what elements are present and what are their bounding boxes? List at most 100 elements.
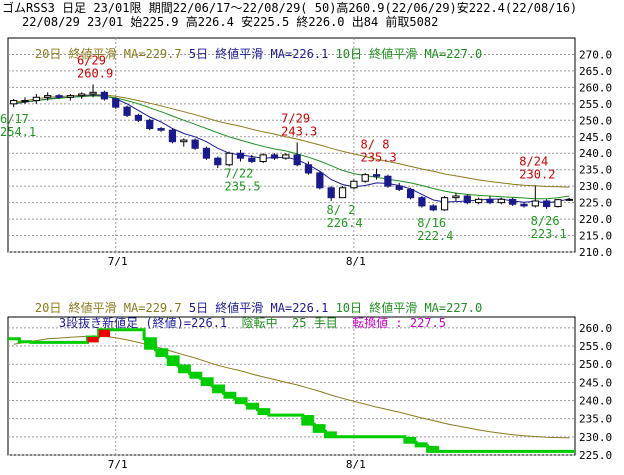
x-tick-label: 7/1: [108, 458, 128, 471]
annotation-high-value: 243.3: [281, 124, 317, 138]
y-tick-label: 210.0: [579, 246, 612, 259]
y-tick-label: 250.0: [579, 114, 612, 127]
annotation-low-date: 6/17: [0, 112, 29, 126]
candle-body: [463, 195, 471, 204]
candle-body: [123, 106, 131, 116]
candle-body: [89, 91, 97, 95]
kagi-brick: [223, 393, 235, 399]
y-tick-label: 265.0: [579, 65, 612, 78]
candle-body: [395, 185, 403, 190]
kagi-brick: [166, 356, 179, 367]
kagi-brick: [87, 336, 99, 343]
y-tick-label: 235.0: [579, 164, 612, 177]
candle-body: [78, 93, 86, 97]
bottom-legend-1: 20日 終値平滑 MA=229.7 5日 終値平滑 MA=226.1 10日 終…: [6, 289, 482, 328]
candle-body: [554, 199, 562, 208]
candle-body: [180, 139, 188, 143]
legend-ma20: 20日 終値平滑 MA=229.7: [34, 47, 182, 61]
kagi-brick: [155, 349, 167, 357]
candle-body: [236, 152, 245, 159]
candle-body: [214, 157, 222, 166]
legend-ma10: 10日 終値平滑 MA=227.0: [335, 47, 483, 61]
candle-body: [168, 129, 177, 143]
candle-body: [531, 200, 539, 207]
kagi-brick: [178, 366, 190, 374]
annotation-low-date: 8/26: [531, 214, 560, 228]
candle-body: [440, 197, 449, 211]
candle-body: [270, 154, 279, 159]
y-tick-label: 225.0: [579, 449, 612, 462]
kagi-chart: 225.0 230.0 235.0 240.0 245.0 250.0 255.0 260.0…: [7, 316, 612, 471]
candle-body: [565, 198, 573, 201]
x-tick-label: 8/1: [346, 458, 366, 471]
candlestick-chart: 210.0 215.0 220.0 225.0 230.0 235.0 240.0 245.0…: [0, 37, 612, 268]
candle-body: [66, 95, 74, 98]
bottom-legend-2: 3段抜き新値足 (終値)=226.1 陰転中 25 手目 転換値 : 227.5: [30, 304, 446, 343]
annotation-low-value: 223.1: [531, 227, 567, 241]
kagi-label: 3段抜き新値足 (終値)=226.1: [58, 316, 228, 330]
candle-body: [293, 154, 301, 166]
annotation-high-date: 6/29: [77, 53, 106, 67]
candle-body: [372, 174, 381, 177]
legend-ma10: 10日 終値平滑 MA=227.0: [335, 301, 483, 315]
candle-body: [225, 152, 233, 166]
candle-body: [112, 98, 120, 108]
y-tick-label: 230.0: [579, 431, 612, 444]
legend-ma20: 20日 終値平滑 MA=229.7: [34, 301, 182, 315]
annotation-low-date: 7/22: [224, 166, 253, 180]
kagi-brick: [427, 445, 439, 452]
candle-body: [157, 128, 165, 131]
candle-body: [384, 175, 392, 187]
candle-body: [44, 95, 52, 98]
candle-body: [100, 91, 109, 100]
candle-body: [10, 100, 18, 105]
annotation-low-value: 222.4: [417, 229, 453, 243]
kagi-brick: [98, 329, 111, 337]
y-tick-label: 235.0: [579, 413, 612, 426]
header-ohlc-line: 22/08/29 23/01 始225.9 高226.4 安225.5 終226…: [22, 15, 439, 29]
candle-body: [429, 205, 437, 211]
candle-body: [486, 198, 494, 204]
top-legend: 20日 終値平滑 MA=229.7 5日 終値平滑 MA=226.1 10日 終…: [6, 35, 482, 74]
candle-body: [32, 96, 40, 102]
annotation-high-date: 8/24: [519, 154, 548, 168]
annotation-low-value: 226.4: [327, 216, 363, 230]
kagi-brick: [314, 424, 326, 432]
candle-body: [350, 180, 358, 189]
kagi-brick: [189, 373, 201, 379]
kagi-status: 陰転中 25 手目: [241, 316, 338, 330]
ma-line: [13, 94, 570, 188]
candle-body: [361, 174, 369, 182]
candle-body: [259, 154, 267, 162]
candle-body: [202, 147, 211, 159]
y-tick-label: 260.0: [579, 322, 612, 335]
y-tick-label: 245.0: [579, 131, 612, 144]
legend-ma5: 5日 終値平滑 MA=226.1: [188, 301, 329, 315]
annotation-high-date: 8/ 8: [361, 138, 390, 152]
candle-body: [406, 188, 415, 199]
candle-body: [21, 100, 29, 103]
kagi-brick: [325, 431, 337, 437]
candle-body: [282, 154, 290, 159]
y-tick-label: 255.0: [579, 98, 612, 111]
kagi-brick: [404, 436, 417, 443]
annotation-high-value: 235.3: [361, 151, 397, 165]
y-tick-label: 220.0: [579, 213, 612, 226]
candle-body: [248, 157, 256, 162]
y-tick-label: 270.0: [579, 48, 612, 61]
candle-body: [55, 95, 63, 98]
annotation-high-value: 230.2: [519, 167, 555, 181]
kagi-brick: [234, 398, 247, 405]
y-tick-label: 230.0: [579, 180, 612, 193]
candle-body: [316, 172, 324, 189]
plot-frame: [7, 316, 576, 456]
candle-body: [191, 139, 199, 149]
candle-body: [520, 203, 528, 207]
annotation-high-date: 7/29: [281, 111, 310, 125]
y-tick-label: 260.0: [579, 81, 612, 94]
y-tick-label: 245.0: [579, 376, 612, 389]
candle-body: [327, 187, 335, 199]
y-tick-label: 250.0: [579, 358, 612, 371]
annotation-low-value: 235.5: [224, 179, 260, 193]
